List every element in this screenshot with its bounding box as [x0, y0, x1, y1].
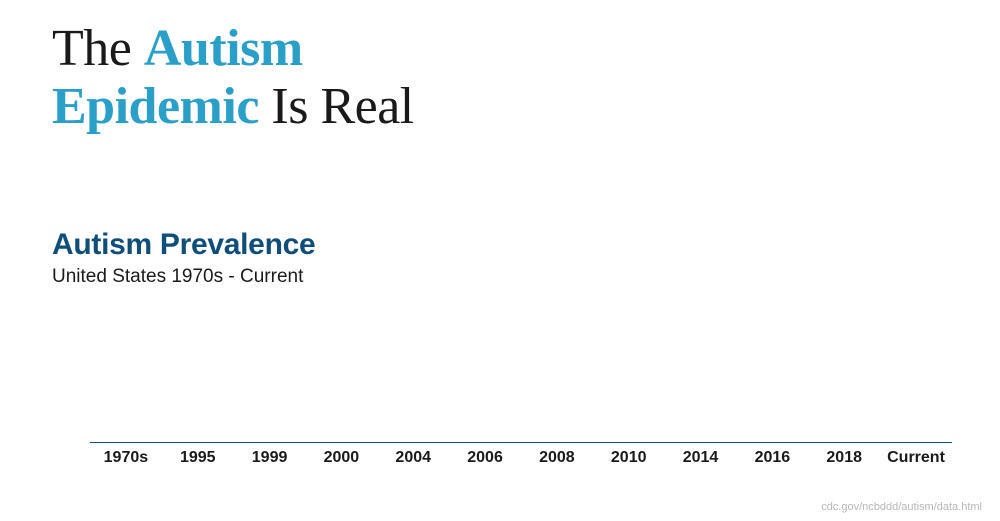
x-axis: 1970s 1995 1999 2000 2004 2006 2008 2010… [90, 442, 952, 467]
headline-word-2-accent: Autism [144, 20, 303, 77]
x-tick-label: 2014 [665, 449, 737, 467]
x-tick-label: 2000 [305, 449, 377, 467]
source-credit: cdc.gov/ncbddd/autism/data.html [821, 501, 982, 513]
x-tick-label: 1999 [234, 449, 306, 467]
chart-subtitle: United States 1970s - Current [52, 266, 315, 288]
x-axis-ticks: 1970s 1995 1999 2000 2004 2006 2008 2010… [90, 449, 952, 467]
x-tick-label: 2004 [377, 449, 449, 467]
headline-word-4: Is Real [271, 78, 413, 135]
x-tick-label: 1995 [162, 449, 234, 467]
x-tick-label: 1970s [90, 449, 162, 467]
x-tick-label: 2016 [736, 449, 808, 467]
x-axis-line [90, 442, 952, 443]
x-tick-label: 2008 [521, 449, 593, 467]
x-tick-label: 2018 [808, 449, 880, 467]
x-tick-label: Current [880, 449, 952, 467]
headline-word-1: The [52, 20, 131, 77]
headline-word-3-accent: Epidemic [52, 78, 259, 135]
x-tick-label: 2010 [593, 449, 665, 467]
x-tick-label: 2006 [449, 449, 521, 467]
headline: The Autism Epidemic Is Real [52, 20, 414, 136]
subtitle-block: Autism Prevalence United States 1970s - … [52, 228, 315, 288]
chart-title: Autism Prevalence [52, 228, 315, 262]
